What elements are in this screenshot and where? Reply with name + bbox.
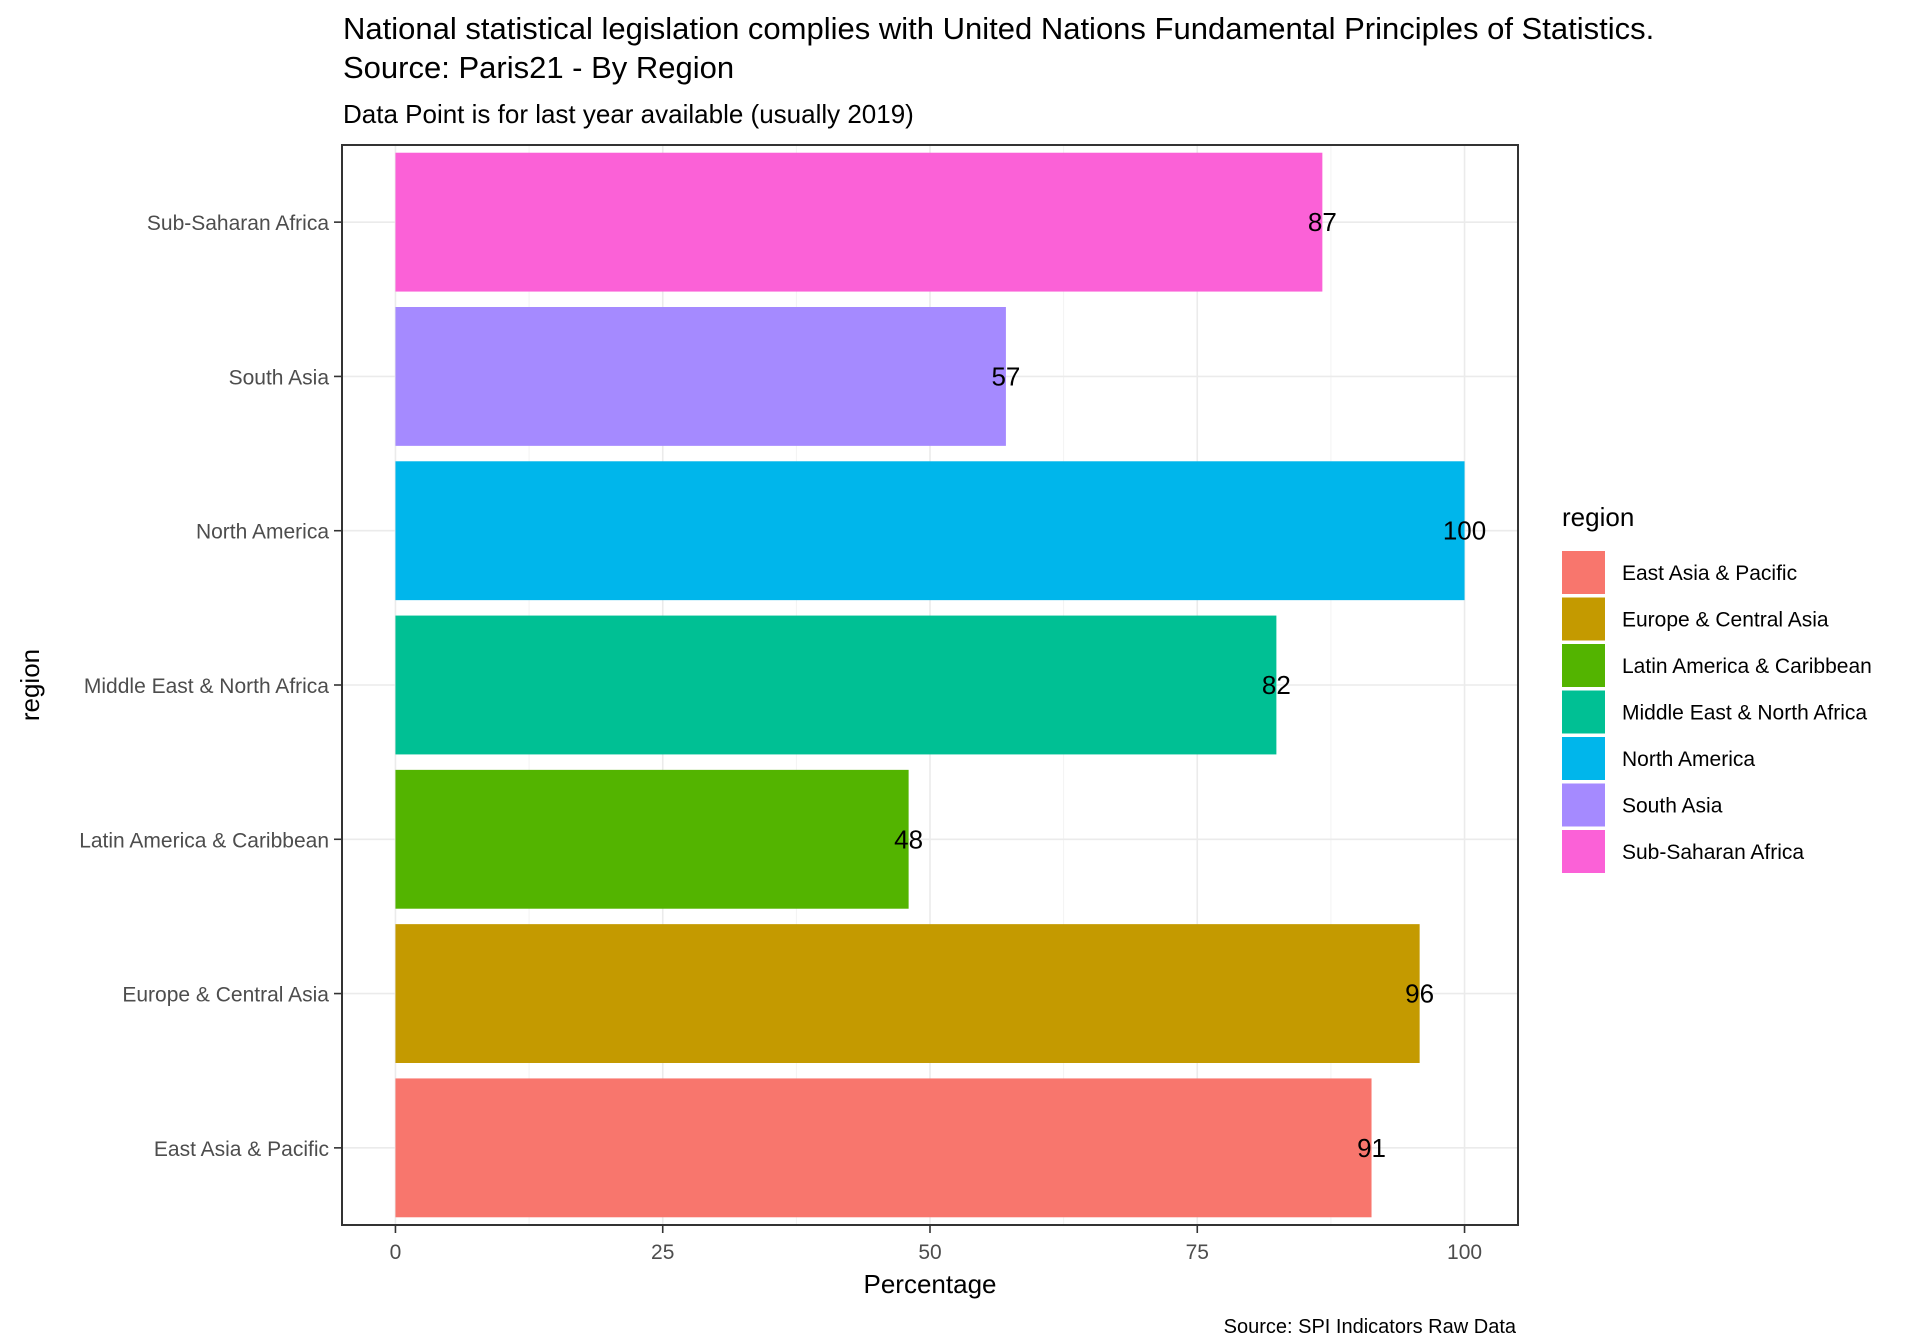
bar-east-asia-and-pacific (395, 1078, 1372, 1218)
legend-key-north-america (1562, 737, 1605, 780)
x-axis-title: Percentage (864, 1269, 997, 1299)
legend-key-sub-saharan-africa (1562, 830, 1605, 873)
legend-key-south-asia (1562, 783, 1605, 827)
y-tick-label-sub-saharan-africa: Sub-Saharan Africa (147, 212, 329, 235)
y-tick-label-latin-america-and-caribbean: Latin America & Caribbean (79, 829, 329, 852)
data-label-north-america: 100 (1443, 516, 1486, 546)
legend-title: region (1562, 502, 1634, 532)
legend-key-europe-and-central-asia (1562, 597, 1605, 641)
data-label-middle-east-and-north-africa: 82 (1262, 670, 1291, 700)
x-tick-label-75: 75 (1186, 1241, 1209, 1264)
legend-label-north-america: North America (1622, 748, 1755, 771)
bar-south-asia (395, 307, 1006, 446)
data-label-sub-saharan-africa: 87 (1308, 207, 1337, 237)
x-axis: 0 25 50 75 100 (390, 1225, 1482, 1264)
data-label-east-asia-and-pacific: 91 (1357, 1133, 1386, 1163)
x-tick-label-0: 0 (390, 1241, 402, 1264)
y-tick-label-europe-and-central-asia: Europe & Central Asia (122, 984, 329, 1007)
legend-label-latin-america-and-caribbean: Latin America & Caribbean (1622, 655, 1872, 678)
bar-north-america (395, 461, 1465, 601)
data-label-latin-america-and-caribbean: 48 (894, 824, 923, 854)
legend-label-europe-and-central-asia: Europe & Central Asia (1622, 609, 1829, 632)
bar-latin-america-and-caribbean (395, 769, 909, 909)
data-labels-group: 91 96 48 82 100 57 87 (894, 207, 1486, 1163)
bar-middle-east-and-north-africa (395, 615, 1277, 755)
x-tick-label-25: 25 (651, 1241, 674, 1264)
legend-label-sub-saharan-africa: Sub-Saharan Africa (1622, 841, 1804, 864)
x-tick-label-100: 100 (1447, 1241, 1482, 1264)
x-tick-label-50: 50 (918, 1241, 941, 1264)
data-label-europe-and-central-asia: 96 (1405, 979, 1434, 1009)
bar-sub-saharan-africa (395, 152, 1323, 292)
legend-label-east-asia-and-pacific: East Asia & Pacific (1622, 562, 1797, 585)
chart-title: National statistical legislation complie… (343, 11, 1654, 46)
y-tick-label-middle-east-and-north-africa: Middle East & North Africa (84, 675, 329, 698)
bar-europe-and-central-asia (395, 924, 1420, 1063)
chart-caption: Source: SPI Indicators Raw Data (1224, 1316, 1517, 1338)
bars-group (395, 152, 1465, 1218)
chart-title-line2: Source: Paris21 - By Region (343, 50, 734, 85)
legend-label-south-asia: South Asia (1622, 795, 1723, 818)
y-axis: East Asia & Pacific Europe & Central Asia… (79, 212, 342, 1161)
legend-key-east-asia-and-pacific (1562, 551, 1605, 594)
legend-key-middle-east-and-north-africa (1562, 690, 1605, 734)
data-label-south-asia: 57 (991, 361, 1020, 391)
y-tick-label-south-asia: South Asia (229, 366, 330, 389)
chart-subtitle: Data Point is for last year available (u… (343, 99, 914, 129)
legend-label-middle-east-and-north-africa: Middle East & North Africa (1622, 702, 1867, 725)
y-tick-label-north-america: North America (196, 521, 329, 544)
y-axis-title: region (15, 649, 45, 721)
y-tick-label-east-asia-and-pacific: East Asia & Pacific (154, 1138, 329, 1161)
legend-key-latin-america-and-caribbean (1562, 644, 1605, 687)
legend: region East Asia & Pacific Europe & Centr… (1562, 502, 1872, 873)
